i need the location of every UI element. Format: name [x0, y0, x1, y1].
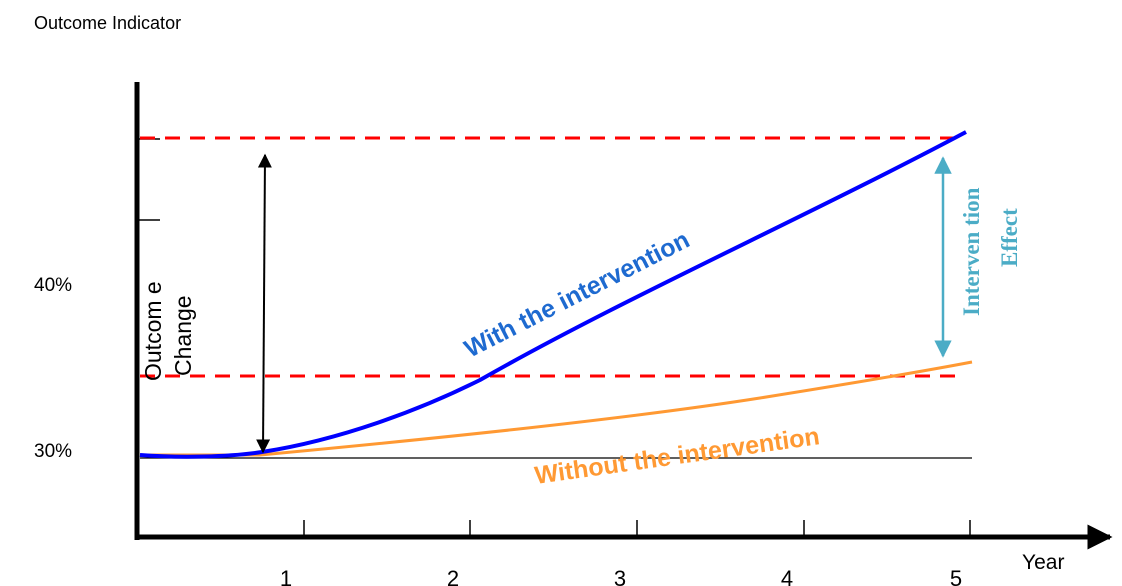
outcome-change-arrow — [256, 153, 272, 454]
y-tick-label-40: 40% — [34, 275, 72, 296]
y-tick-label-30: 30% — [34, 441, 72, 462]
intervention-effect-label-line1: Interven tion — [959, 187, 984, 316]
x-axis-title: Year — [1022, 551, 1064, 574]
outcome-change-label-line2: Change — [170, 295, 196, 376]
with-intervention-curve — [139, 130, 967, 459]
diagram-title: Outcome Indicator — [34, 13, 181, 33]
x-tick-label-2: 2 — [447, 566, 459, 586]
without-intervention-label: Without the intervention — [533, 422, 821, 490]
x-tick-label-5: 5 — [950, 566, 962, 586]
outcome-change-label: Outcom e Change — [140, 281, 196, 381]
x-tick-label-3: 3 — [614, 566, 626, 586]
intervention-effect-label-line2: Effect — [997, 208, 1022, 267]
with-intervention-label: With the intervention — [460, 226, 694, 364]
outcome-change-label-line1: Outcom e — [140, 281, 166, 381]
intervention-effect-label: Interven tion Effect — [959, 187, 1022, 316]
without-intervention-curve — [140, 360, 973, 457]
x-tick-label-4: 4 — [781, 566, 793, 586]
x-tick-label-1: 1 — [280, 566, 292, 586]
